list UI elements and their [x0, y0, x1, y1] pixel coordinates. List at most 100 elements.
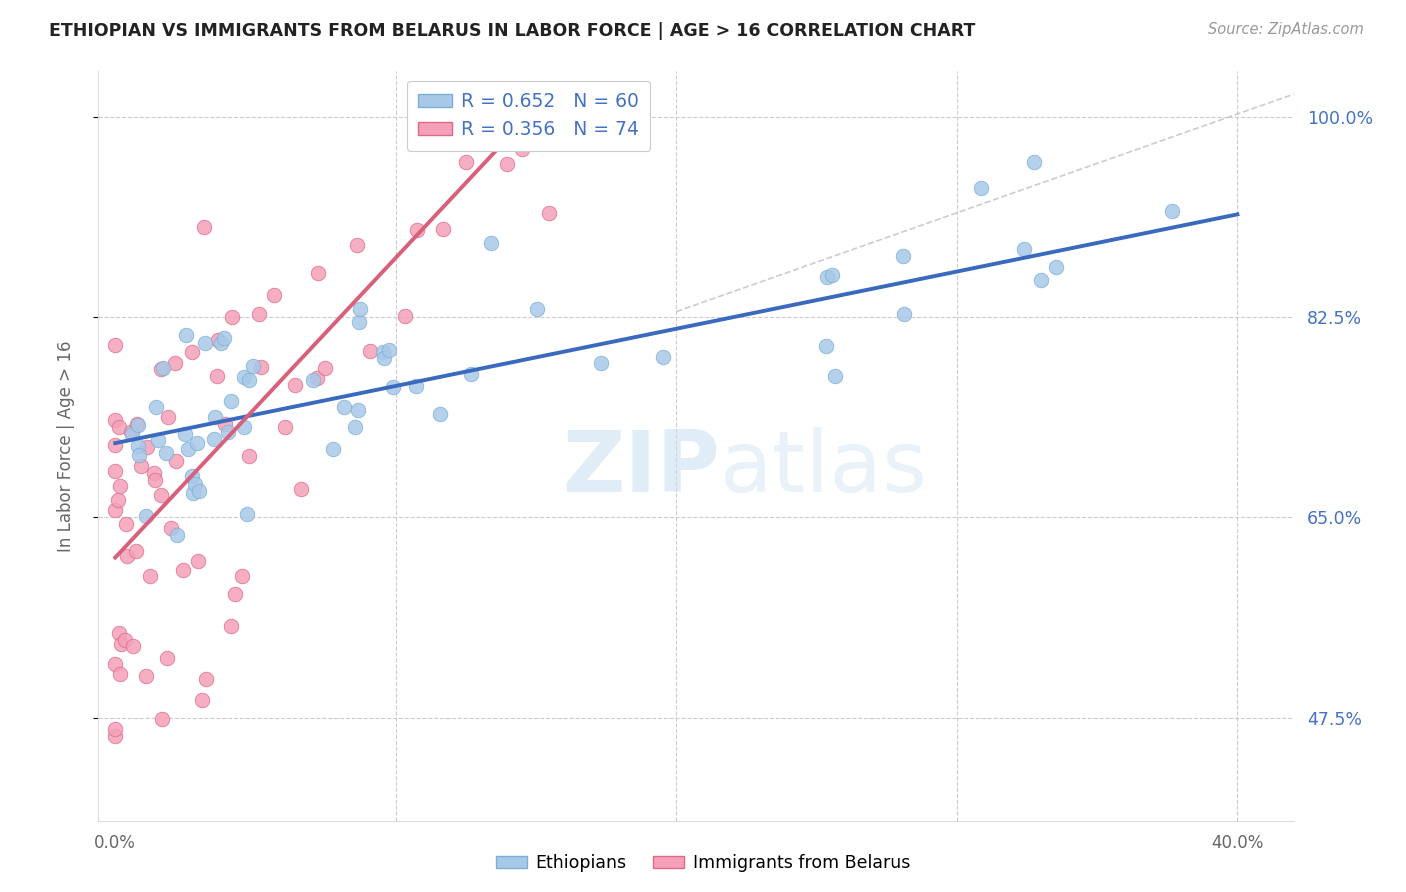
Point [155, 446, 177, 460]
Point [307, 371, 329, 385]
Legend: Ethiopians, Immigrants from Belarus: Ethiopians, Immigrants from Belarus [489, 847, 917, 879]
Point [382, 380, 405, 394]
Point [135, 669, 157, 683]
Point [138, 568, 160, 582]
Point [247, 307, 270, 321]
Point [107, 492, 129, 507]
Point [406, 223, 429, 237]
Point [212, 331, 235, 345]
Point [180, 345, 202, 359]
Point [429, 407, 451, 421]
Point [104, 337, 127, 351]
Point [273, 420, 295, 434]
Point [1160, 204, 1182, 219]
Point [181, 469, 204, 483]
Point [115, 516, 138, 531]
Point [238, 450, 260, 464]
Point [349, 302, 371, 317]
Point [456, 155, 478, 169]
Point [127, 417, 149, 432]
Point [110, 637, 132, 651]
Point [343, 419, 366, 434]
Point [537, 206, 560, 220]
Point [1014, 242, 1036, 256]
Point [165, 356, 187, 370]
Point [349, 315, 371, 329]
Point [166, 454, 188, 468]
Point [114, 633, 136, 648]
Point [142, 466, 165, 480]
Point [346, 237, 368, 252]
Point [157, 410, 180, 425]
Point [824, 368, 846, 383]
Point [347, 403, 370, 417]
Point [815, 270, 838, 285]
Point [128, 448, 150, 462]
Point [187, 554, 209, 568]
Point [238, 373, 260, 387]
Point [651, 351, 673, 365]
Point [233, 420, 256, 434]
Point [332, 401, 354, 415]
Point [219, 394, 242, 409]
Point [314, 361, 336, 376]
Point [394, 309, 416, 323]
Point [479, 235, 502, 250]
Point [150, 488, 173, 502]
Point [127, 417, 149, 431]
Point [108, 479, 131, 493]
Point [209, 335, 232, 350]
Point [122, 639, 145, 653]
Point [814, 339, 837, 353]
Point [104, 503, 127, 517]
Point [1029, 273, 1052, 287]
Point [217, 425, 239, 439]
Point [290, 482, 312, 496]
Point [893, 307, 915, 321]
Point [432, 222, 454, 236]
Point [322, 442, 344, 457]
Point [104, 438, 127, 452]
Point [207, 334, 229, 348]
Point [495, 157, 517, 171]
Point [586, 120, 609, 134]
Point [187, 483, 209, 498]
Point [148, 433, 170, 447]
Point [127, 439, 149, 453]
Point [104, 657, 127, 671]
Point [526, 302, 548, 317]
Point [405, 379, 427, 393]
Point [150, 362, 173, 376]
Text: ETHIOPIAN VS IMMIGRANTS FROM BELARUS IN LABOR FORCE | AGE > 16 CORRELATION CHART: ETHIOPIAN VS IMMIGRANTS FROM BELARUS IN … [49, 22, 976, 40]
Point [191, 692, 214, 706]
Point [371, 344, 394, 359]
Point [231, 569, 253, 583]
Point [104, 464, 127, 478]
Point [145, 401, 167, 415]
Point [176, 328, 198, 343]
Point [436, 128, 458, 143]
Text: atlas: atlas [720, 427, 928, 510]
Text: Source: ZipAtlas.com: Source: ZipAtlas.com [1208, 22, 1364, 37]
Point [891, 249, 914, 263]
Point [588, 87, 610, 102]
Point [250, 359, 273, 374]
Point [307, 266, 329, 280]
Point [150, 712, 173, 726]
Point [110, 667, 132, 681]
Point [129, 458, 152, 473]
Point [172, 563, 194, 577]
Point [125, 543, 148, 558]
Point [202, 432, 225, 446]
Point [120, 425, 142, 439]
Point [181, 486, 204, 500]
Point [160, 520, 183, 534]
Point [115, 549, 138, 563]
Point [136, 440, 159, 454]
Point [561, 87, 583, 102]
Point [121, 427, 143, 442]
Point [236, 507, 259, 521]
Point [104, 722, 127, 736]
Point [135, 508, 157, 523]
Point [970, 181, 993, 195]
